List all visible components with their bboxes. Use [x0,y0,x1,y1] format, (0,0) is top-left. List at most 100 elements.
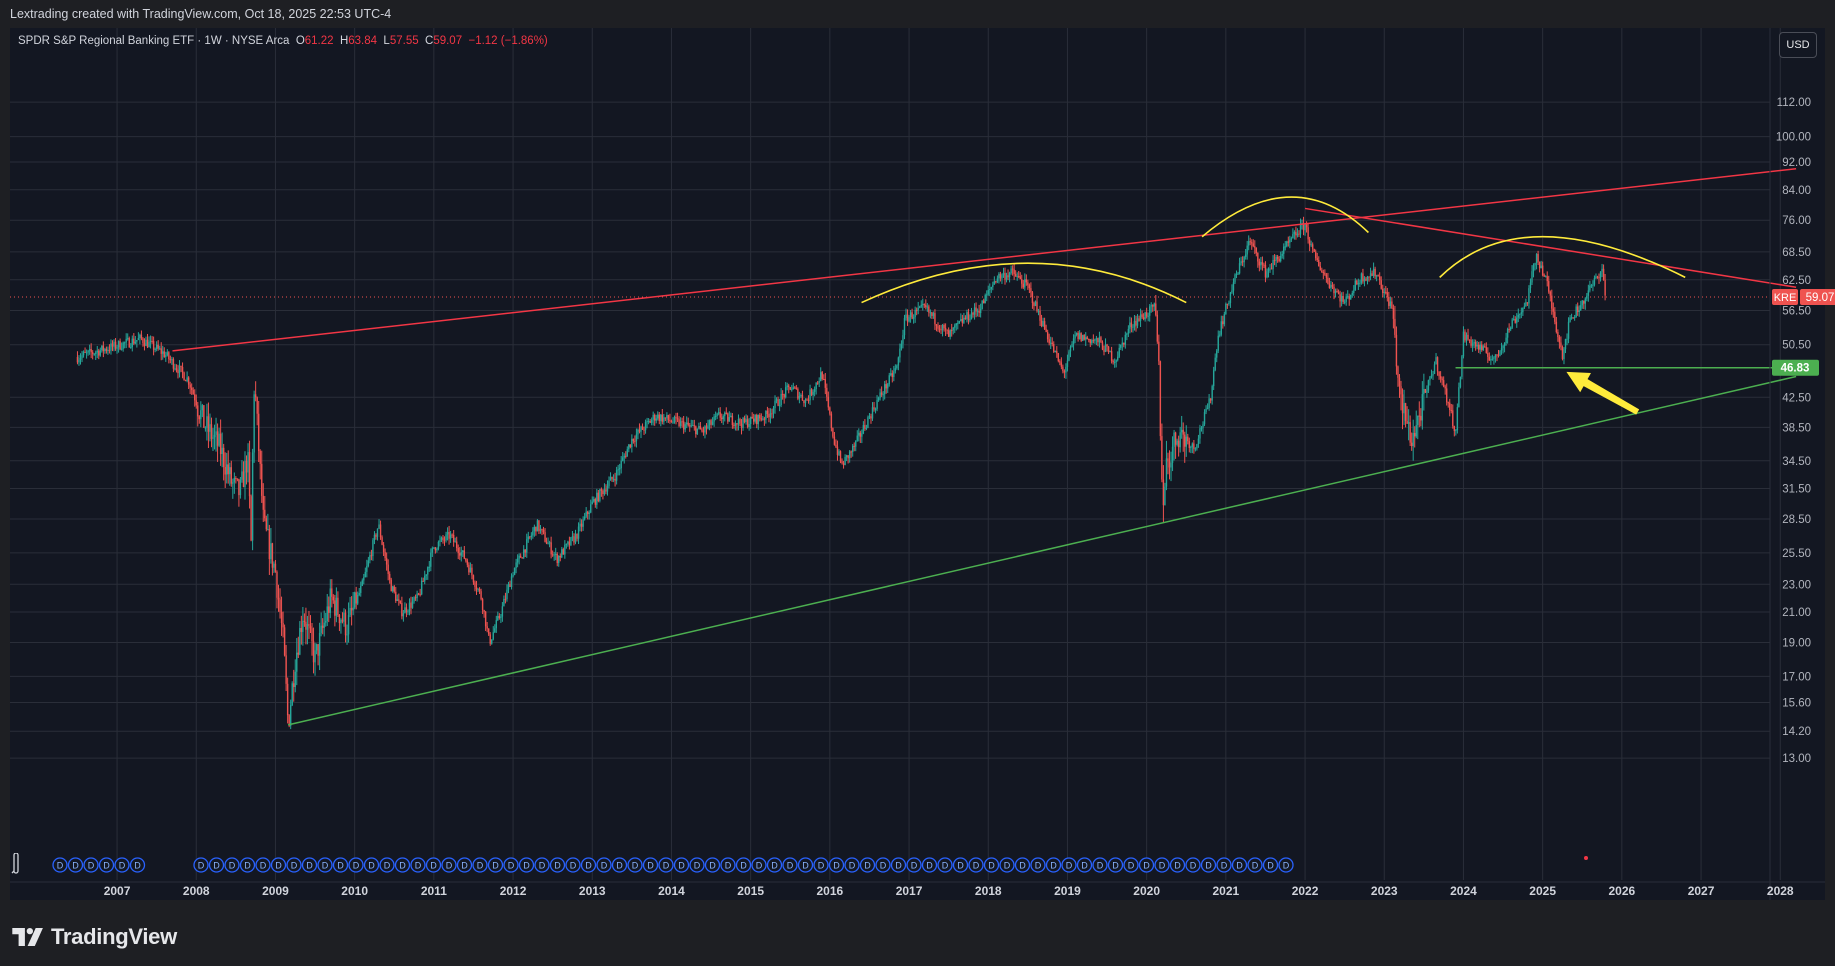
candle-body [206,416,208,428]
candle-body [1094,339,1096,341]
currency-button[interactable]: USD [1779,32,1817,58]
candle-body [567,541,569,544]
candle-body [1366,276,1369,281]
candle-body [271,543,274,568]
candle-body [883,384,886,395]
candle-body [1531,271,1533,283]
candle-body [270,543,272,560]
candle-body [532,531,534,536]
candle-body [1179,432,1181,448]
dividend-marker-label: D [957,861,964,871]
candle-body [1155,303,1157,315]
candle-body [1248,241,1250,246]
candle-body [958,320,961,324]
dividend-marker [52,857,68,873]
tradingview-logo[interactable]: TradingView [12,924,177,950]
candle-body [321,625,324,628]
candle-body [1307,227,1309,240]
candle-body [172,359,175,369]
candle-body [979,308,982,314]
candle-body [911,312,913,319]
time-tick-label: 2026 [1609,884,1636,898]
candle-body [1057,353,1060,362]
dividend-marker [642,857,659,873]
candle-body [912,317,915,319]
dividend-marker-label: D [399,861,406,871]
candle-body [1014,274,1017,277]
candle-body [1465,334,1468,341]
candle-body [277,597,280,600]
candle-body [396,599,399,601]
candle-body [1008,273,1011,278]
candle-body [466,560,469,565]
candle-body [809,389,811,401]
candle-body [1043,321,1046,330]
candle-body [1177,440,1180,448]
symbol-description[interactable]: SPDR S&P Regional Banking ETF · 1W · NYS… [18,35,290,47]
candle-body [1098,337,1101,343]
candle-body [1377,275,1379,277]
candle-body [763,418,766,420]
rounding-top-arc [1439,236,1686,279]
candle-body [1281,253,1283,256]
candle-body [731,415,734,426]
candle-body [877,397,880,401]
time-tick-label: 2013 [579,884,606,898]
candle-body [1200,427,1203,429]
candle-body [1295,231,1297,236]
dividend-marker [766,857,783,873]
candle-body [1141,314,1143,318]
candle-body [1127,328,1130,334]
candle-body [289,705,292,726]
candle-body [1427,380,1430,391]
candle-body [1007,275,1009,278]
candle-body [1056,350,1058,354]
candle-body [736,423,738,425]
candle-body [888,375,890,385]
candle-body [1316,258,1318,261]
candle-body [507,584,510,590]
candle-body [465,558,467,561]
candle-body [262,495,264,510]
scroll-lock-icon[interactable] [11,853,21,875]
high-value: 63.84 [348,35,378,47]
candle-body [1117,356,1119,361]
time-axis[interactable]: 2007 2008 2009 2010 2011 2012 2013 2014 2015 2016… [10,881,1825,898]
candle-body [294,671,296,688]
candle-body [163,351,165,357]
candle-body [468,564,470,573]
candle-body [1226,303,1229,305]
candle-body [1546,276,1548,282]
candle-body [826,387,828,397]
price-axis[interactable]: 112.00 100.00 92.00 84.00 76.00 68.50 62.50 56.… [1769,28,1835,903]
last-price-label: 59.07 [1806,292,1835,304]
candle-body [267,529,269,531]
symbol-legend[interactable]: SPDR S&P Regional Banking ETF · 1W · NYS… [18,35,548,47]
candle-body [527,536,529,540]
candle-body [1069,347,1072,352]
candle-body [1372,268,1375,276]
candle-body [929,312,932,314]
candle-body [431,548,434,553]
candle-body [1196,444,1198,449]
candle-body [1410,442,1413,447]
candle-body [894,368,897,372]
candle-body [1010,268,1012,274]
candle-body [178,365,181,374]
change-value: −1.12 (−1.86%) [468,35,548,47]
candle-body [1383,291,1385,293]
time-tick-label: 2020 [1133,884,1160,898]
candle-body [1318,260,1320,267]
candle-body [1477,344,1480,350]
candle-body [783,394,785,398]
candle-body [1097,338,1099,343]
candle-body [1458,387,1460,408]
rounding-top-arc [1201,196,1369,238]
candle-body [1453,426,1456,432]
candle-body [926,306,929,308]
candle-body [798,396,801,399]
candle-body [1488,356,1491,361]
candle-body [306,624,309,630]
